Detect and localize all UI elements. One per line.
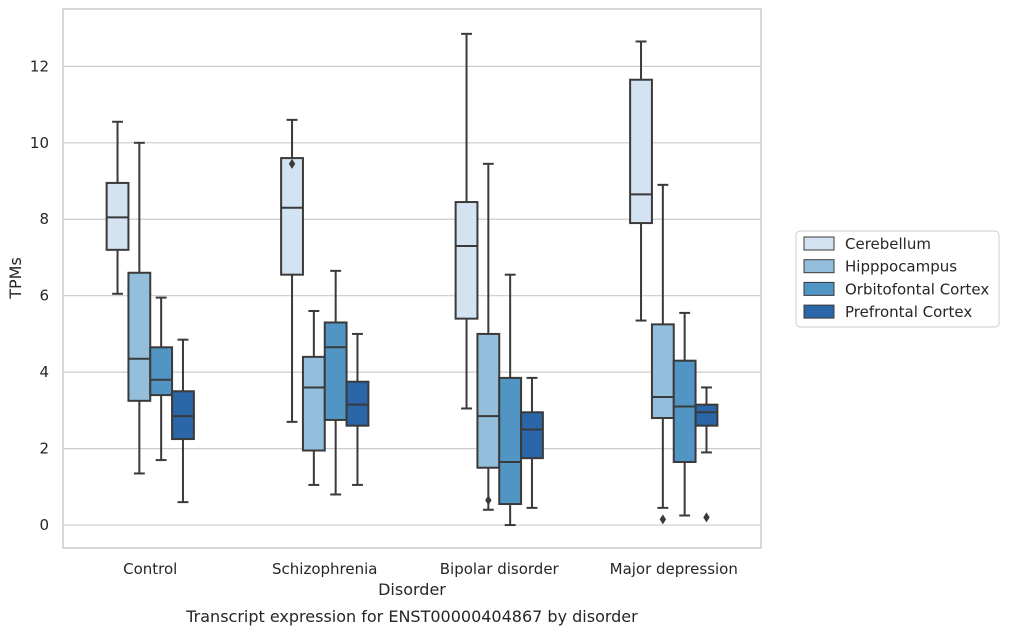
x-tick-label: Bipolar disorder: [440, 560, 560, 578]
box-hipppocampus: [301, 309, 326, 486]
y-tick-label: 8: [39, 210, 49, 228]
box-body: [672, 359, 697, 463]
box-cerebellum: [629, 40, 653, 322]
x-tick-label: Control: [123, 560, 177, 578]
y-axis-title: TPMs: [6, 257, 25, 300]
box-orbitofontal-cortex: [149, 296, 174, 462]
box-hipppocampus: [476, 162, 501, 511]
box-cerebellum: [454, 32, 479, 410]
y-tick-label: 6: [39, 287, 49, 305]
box-cerebellum: [105, 120, 130, 295]
legend-swatch: [803, 259, 835, 274]
box-body: [520, 411, 544, 460]
y-tick-label: 10: [30, 134, 49, 152]
legend-swatch: [803, 304, 835, 319]
box-body: [694, 403, 719, 427]
chart-caption: Transcript expression for ENST0000040486…: [185, 607, 638, 626]
box-orbitofontal-cortex: [323, 269, 348, 496]
outlier-point: [288, 158, 296, 169]
box-prefrontal-cortex: [171, 338, 195, 504]
box-body: [476, 332, 501, 469]
legend-swatch: [803, 281, 835, 296]
box-body: [650, 323, 675, 420]
x-tick-label: Major depression: [610, 560, 738, 578]
box-body: [127, 271, 152, 402]
legend-swatch: [803, 236, 835, 251]
box-prefrontal-cortex: [345, 332, 370, 486]
outlier-point: [703, 512, 710, 523]
legend-label: Hipppocampus: [845, 258, 957, 276]
outlier-point: [659, 514, 667, 525]
y-tick-label: 0: [39, 516, 49, 534]
box-body: [280, 157, 304, 276]
box-hipppocampus: [127, 141, 152, 475]
legend-label: Orbitofontal Cortex: [845, 280, 989, 298]
legend-label: Cerebellum: [845, 235, 931, 253]
grid-lines: [63, 65, 761, 526]
box-body: [454, 201, 479, 320]
box-body: [498, 376, 523, 506]
box-body: [323, 321, 348, 421]
x-tick-label: Schizophrenia: [272, 560, 377, 578]
boxes-layer: [105, 32, 719, 527]
box-orbitofontal-cortex: [498, 273, 523, 527]
box-hipppocampus: [650, 183, 675, 525]
legend: Cerebellum Hipppocampus Orbitofontal Corte…: [795, 230, 1000, 328]
box-cerebellum: [280, 118, 304, 423]
plot-frame: [62, 8, 762, 549]
box-body: [629, 78, 653, 225]
box-body: [149, 346, 174, 397]
y-tick-label: 2: [39, 440, 49, 458]
box-prefrontal-cortex: [520, 376, 544, 509]
legend-frame: [795, 230, 1000, 328]
x-axis-title: Disorder: [378, 580, 446, 599]
box-prefrontal-cortex: [694, 386, 719, 523]
y-tick-labels: 0 2 4 6 8 10 12: [30, 57, 49, 534]
box-body: [301, 355, 326, 452]
box-orbitofontal-cortex: [672, 311, 697, 517]
outlier-point: [485, 495, 492, 506]
y-tick-label: 4: [39, 363, 49, 381]
y-tick-label: 12: [30, 57, 49, 75]
legend-label: Prefrontal Cortex: [845, 303, 972, 321]
x-tick-labels: Control Schizophrenia Bipolar disorder Majo…: [123, 560, 738, 578]
